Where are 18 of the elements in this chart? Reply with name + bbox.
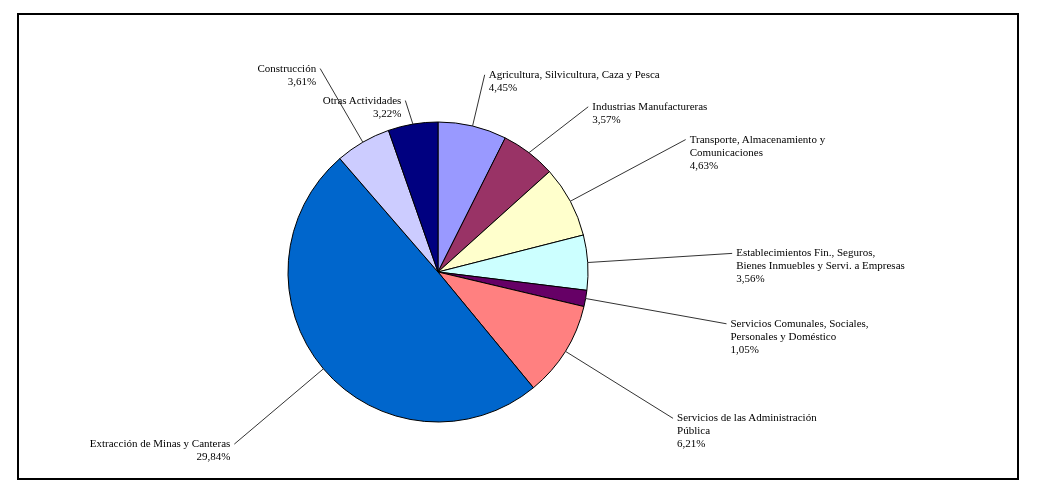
data-label: 6,21% xyxy=(677,437,706,450)
data-label: 3,56% xyxy=(736,272,765,285)
slice-label: Otras Actividades xyxy=(322,93,402,106)
slice-label: Agricultura, Silvicultura, Caza y Pesca xyxy=(488,67,660,80)
slice-label: Construcción xyxy=(257,61,317,74)
data-label: 4,45% xyxy=(488,80,518,93)
slice-label: Establecimientos Fin., Seguros, Bienes Inmuebles y Servi. a Empresas xyxy=(736,246,905,272)
data-label: 1,05% xyxy=(730,342,759,355)
data-label: 29,84% xyxy=(196,450,231,463)
data-label: 3,61% xyxy=(287,74,317,87)
data-label: 4,63% xyxy=(689,158,719,171)
slice-label: Transporte, Almacenamiento y Comunicaciones xyxy=(689,132,826,158)
slice-label: Extracción de Minas y Canteras xyxy=(89,437,231,450)
slice-label: Industrias Manufactureras xyxy=(592,99,708,112)
slice-label: Servicios Comunales, Sociales, Personales y Doméstico xyxy=(730,316,869,342)
data-label: 3,57% xyxy=(592,112,621,125)
slice-label: Servicios de las Administración Pública xyxy=(677,411,818,437)
data-label: 3,22% xyxy=(372,106,402,119)
